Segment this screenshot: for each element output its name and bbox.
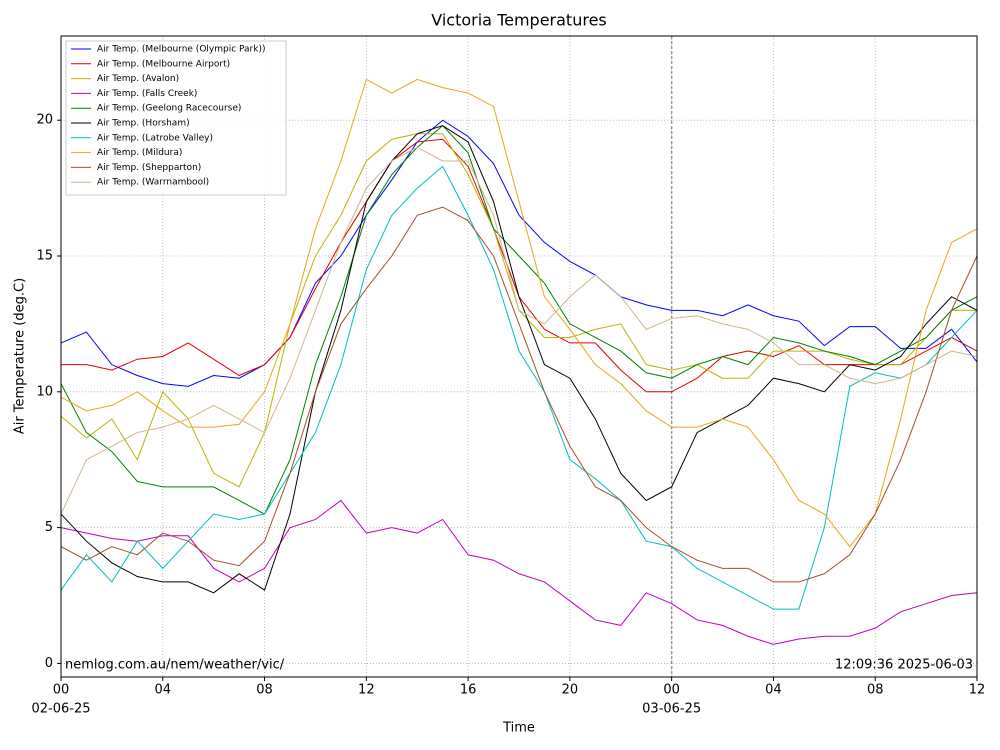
- y-tick-label: 15: [36, 249, 53, 264]
- series-line: [60, 119, 978, 387]
- legend-label: Air Temp. (Falls Creek): [97, 89, 197, 99]
- legend-label: Air Temp. (Melbourne (Olympic Park)): [97, 45, 266, 55]
- x-tick-label: 08: [256, 683, 273, 698]
- legend-label: Air Temp. (Mildura): [97, 148, 182, 158]
- x-tick-label: 00: [663, 683, 680, 698]
- y-axis-label: Air Temperature (deg.C): [13, 278, 28, 434]
- source-annotation: nemlog.com.au/nem/weather/vic/: [65, 658, 285, 673]
- y-tick-label: 10: [36, 384, 53, 399]
- plot-frame: [60, 35, 978, 678]
- series-line: [60, 206, 978, 583]
- y-tick-label: 5: [45, 520, 53, 535]
- legend-label: Air Temp. (Geelong Racecourse): [97, 104, 241, 114]
- x-axis-label: Time: [502, 721, 535, 736]
- legend-label: Air Temp. (Latrobe Valley): [97, 133, 213, 143]
- x-tick-label: 16: [460, 683, 477, 698]
- chart-title: Victoria Temperatures: [431, 11, 607, 30]
- series-line: [60, 78, 978, 548]
- legend-box: [65, 40, 287, 196]
- date-label: 03-06-25: [642, 702, 701, 717]
- x-tick-label: 12: [358, 683, 375, 698]
- legend-label: Air Temp. (Horsham): [97, 119, 190, 129]
- x-tick-label: 20: [562, 683, 579, 698]
- series-line: [60, 499, 978, 645]
- series-line: [60, 125, 978, 594]
- legend-label: Air Temp. (Avalon): [97, 74, 179, 84]
- x-tick-label: 08: [867, 683, 884, 698]
- series-line: [60, 146, 978, 515]
- x-tick-label: 00: [53, 683, 70, 698]
- legend: Air Temp. (Melbourne (Olympic Park)) Air …: [65, 40, 287, 196]
- series-line: [60, 165, 978, 610]
- series-line: [60, 124, 978, 515]
- x-tick-label: 12: [969, 683, 986, 698]
- timestamp-annotation: 12:09:36 2025-06-03: [835, 658, 973, 673]
- y-tick-label: 0: [45, 656, 53, 671]
- date-label: 02-06-25: [31, 702, 90, 717]
- x-tick-label: 04: [155, 683, 172, 698]
- x-tick-label: 04: [765, 683, 782, 698]
- y-tick-label: 20: [36, 113, 53, 128]
- legend-label: Air Temp. (Warrnambool): [97, 178, 209, 188]
- legend-label: Air Temp. (Shepparton): [97, 163, 201, 173]
- legend-label: Air Temp. (Melbourne Airport): [97, 59, 230, 69]
